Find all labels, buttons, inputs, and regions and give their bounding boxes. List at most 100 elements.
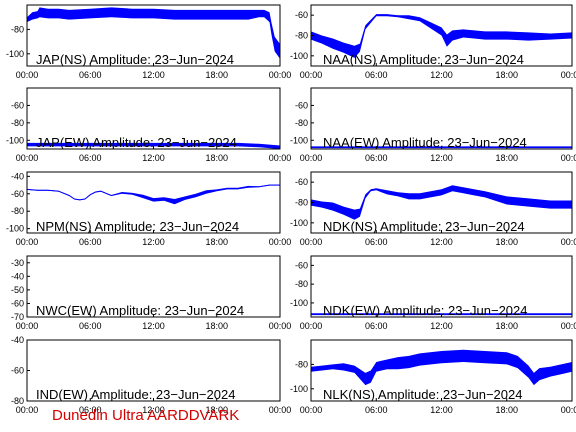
y-tick-label: -80 (295, 359, 308, 369)
x-tick-label: 00:00 (300, 153, 323, 163)
panel-title: IND(EW) Amplitude: 23−Jun−2024 (36, 387, 235, 402)
x-tick-label: 00:00 (269, 70, 292, 80)
trace-line-1 (310, 187, 572, 216)
x-tick-label: 00:00 (269, 237, 292, 247)
y-tick-label: -80 (11, 24, 24, 34)
panel-8: 00:00 06:00 12:00 18:00 00:00 -60 -80 -100 NDK(E… (290, 255, 576, 331)
y-tick-label: -60 (11, 298, 24, 308)
panel-9: 00:00 06:00 12:00 18:00 00:00 -40 -60 -80 IND(EW… (11, 335, 291, 415)
x-tick-label: 00:00 (269, 153, 292, 163)
y-tick-label: -70 (11, 312, 24, 322)
y-tick-label: -60 (295, 100, 308, 110)
x-tick-label: 18:00 (495, 237, 518, 247)
trace-band-1 (27, 7, 280, 59)
x-tick-label: 18:00 (205, 153, 228, 163)
y-tick-label: -100 (290, 384, 308, 394)
x-tick-label: 00:00 (561, 321, 576, 331)
trace-line-1 (26, 11, 281, 52)
x-tick-label: 00:00 (16, 321, 39, 331)
x-tick-label: 12:00 (142, 237, 165, 247)
trace-band-1 (27, 184, 280, 205)
panel-1: 00:00 06:00 12:00 18:00 00:00 -80 -100 JAP(NS) … (6, 4, 292, 80)
x-tick-label: 12:00 (142, 70, 165, 80)
x-tick-label: 18:00 (205, 321, 228, 331)
x-tick-label: 06:00 (365, 321, 388, 331)
x-tick-label: 18:00 (495, 70, 518, 80)
panel-title: JAP(NS) Amplitude: 23−Jun−2024 (36, 52, 234, 67)
y-tick-label: -60 (295, 177, 308, 187)
panel-3: 00:00 06:00 12:00 18:00 00:00 -60 -80 -100 JAP(E… (6, 87, 292, 163)
y-tick-label: -60 (11, 100, 24, 110)
panel-title: NAA(NS) Amplitude: 23−Jun−2024 (323, 52, 524, 67)
y-tick-label: -100 (290, 135, 308, 145)
y-tick-label: -80 (11, 396, 24, 406)
y-tick-label: -80 (295, 31, 308, 41)
panel-10: 00:00 06:00 12:00 18:00 00:00 -80 -100 NLK(NS) … (290, 339, 576, 415)
y-tick-label: -60 (11, 366, 24, 376)
y-tick-label: -40 (11, 335, 24, 345)
panel-title: JAP(EW) Amplitude: 23−Jun−2024 (36, 135, 237, 150)
y-tick-label: -50 (11, 285, 24, 295)
x-tick-label: 18:00 (205, 70, 228, 80)
footer-label: Dunedin Ultra AARDDVARK (52, 407, 240, 424)
y-tick-label: -60 (295, 260, 308, 270)
trace-band-1 (311, 349, 572, 386)
y-tick-label: -40 (11, 271, 24, 281)
x-tick-label: 00:00 (16, 405, 39, 415)
y-tick-label: -40 (11, 171, 24, 181)
y-tick-label: -80 (11, 206, 24, 216)
x-tick-label: 12:00 (430, 321, 453, 331)
x-tick-label: 06:00 (79, 321, 102, 331)
x-tick-label: 06:00 (79, 153, 102, 163)
y-tick-label: -80 (11, 118, 24, 128)
x-tick-label: 00:00 (561, 153, 576, 163)
x-tick-label: 18:00 (495, 153, 518, 163)
x-tick-label: 00:00 (16, 70, 39, 80)
trace-line-1 (26, 184, 280, 203)
x-tick-label: 00:00 (269, 321, 292, 331)
x-tick-label: 00:00 (16, 153, 39, 163)
y-tick-label: -80 (295, 279, 308, 289)
y-tick-label: -80 (295, 118, 308, 128)
x-tick-label: 18:00 (205, 405, 228, 415)
x-tick-label: 00:00 (561, 70, 576, 80)
x-tick-label: 12:00 (430, 70, 453, 80)
x-tick-label: 00:00 (269, 405, 292, 415)
x-tick-label: 06:00 (79, 405, 102, 415)
y-tick-label: -100 (6, 49, 24, 59)
panel-title: NLK(NS) Amplitude: 23−Jun−2024 (323, 387, 522, 402)
panel-4: 00:00 06:00 12:00 18:00 00:00 -60 -80 -100 NAA(E… (290, 87, 576, 163)
x-tick-label: 06:00 (365, 237, 388, 247)
y-tick-label: -100 (290, 218, 308, 228)
y-tick-label: -100 (290, 298, 308, 308)
x-tick-label: 06:00 (365, 405, 388, 415)
y-tick-label: -100 (6, 224, 24, 234)
x-tick-label: 12:00 (430, 237, 453, 247)
x-tick-label: 06:00 (79, 70, 102, 80)
x-tick-label: 12:00 (142, 153, 165, 163)
x-tick-label: 06:00 (365, 70, 388, 80)
x-tick-label: 00:00 (300, 405, 323, 415)
x-tick-label: 00:00 (561, 237, 576, 247)
x-tick-label: 00:00 (300, 321, 323, 331)
x-tick-label: 00:00 (300, 237, 323, 247)
panel-title: NPM(NS) Amplitude: 23−Jun−2024 (36, 219, 239, 234)
x-tick-label: 00:00 (16, 237, 39, 247)
x-tick-label: 06:00 (79, 237, 102, 247)
y-tick-label: -30 (11, 258, 24, 268)
y-tick-label: -60 (11, 189, 24, 199)
x-tick-label: 18:00 (205, 237, 228, 247)
x-tick-label: 12:00 (142, 405, 165, 415)
y-tick-label: -100 (290, 51, 308, 61)
panel-title: NDK(EW) Amplitude: 23−Jun−2024 (323, 303, 528, 318)
panel-6: 00:00 06:00 12:00 18:00 00:00 -60 -80 -100 NDK(N… (290, 171, 576, 247)
x-tick-label: 12:00 (430, 153, 453, 163)
panel-7: 00:00 06:00 12:00 18:00 00:00 -30 -40 -50 -60 -70… (11, 255, 292, 331)
x-tick-label: 00:00 (561, 405, 576, 415)
trace-line-1 (310, 355, 573, 380)
x-tick-label: 06:00 (365, 153, 388, 163)
y-tick-label: -60 (295, 10, 308, 20)
panel-title: NDK(NS) Amplitude: 23−Jun−2024 (323, 219, 525, 234)
x-tick-label: 18:00 (495, 405, 518, 415)
